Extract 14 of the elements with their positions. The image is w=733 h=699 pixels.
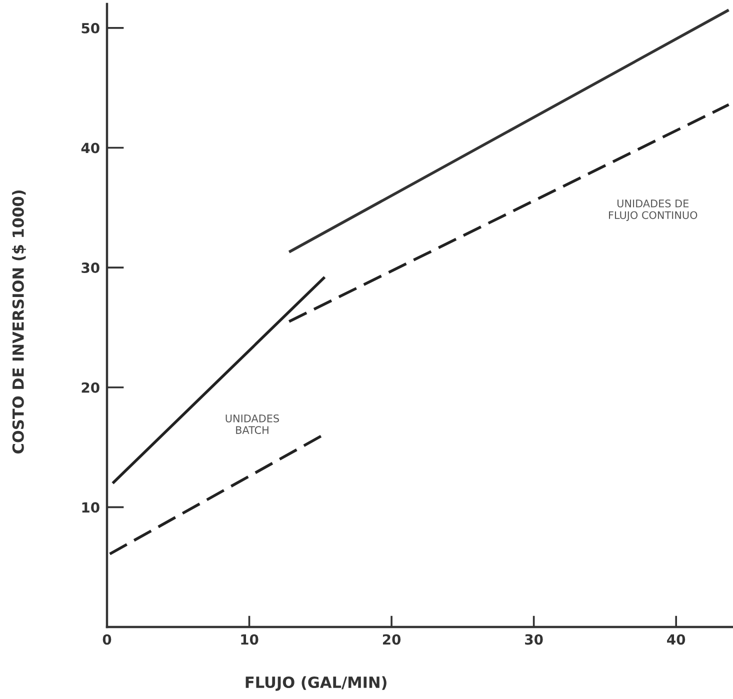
y-axis-title: COSTO DE INVERSION ($ 1000) xyxy=(12,190,26,454)
y-tick-label: 40 xyxy=(81,142,100,154)
x-tick-label: 0 xyxy=(102,634,112,645)
x-tick-label: 20 xyxy=(382,634,401,645)
x-tick-label: 40 xyxy=(667,634,686,645)
x-tick-label: 10 xyxy=(241,634,258,645)
y-tick-label: 50 xyxy=(82,22,100,34)
y-tick-label: 10 xyxy=(82,502,100,513)
annotation: UNIDADES DE FLUJO CONTINUO xyxy=(608,200,698,222)
y-tick-label: 30 xyxy=(82,262,100,274)
y-tick-label: 20 xyxy=(82,382,100,393)
x-tick-label: 30 xyxy=(525,634,543,645)
x-axis-title: FLUJO (GAL/MIN) xyxy=(246,676,386,691)
annotation: UNIDADES BATCH xyxy=(226,414,279,434)
